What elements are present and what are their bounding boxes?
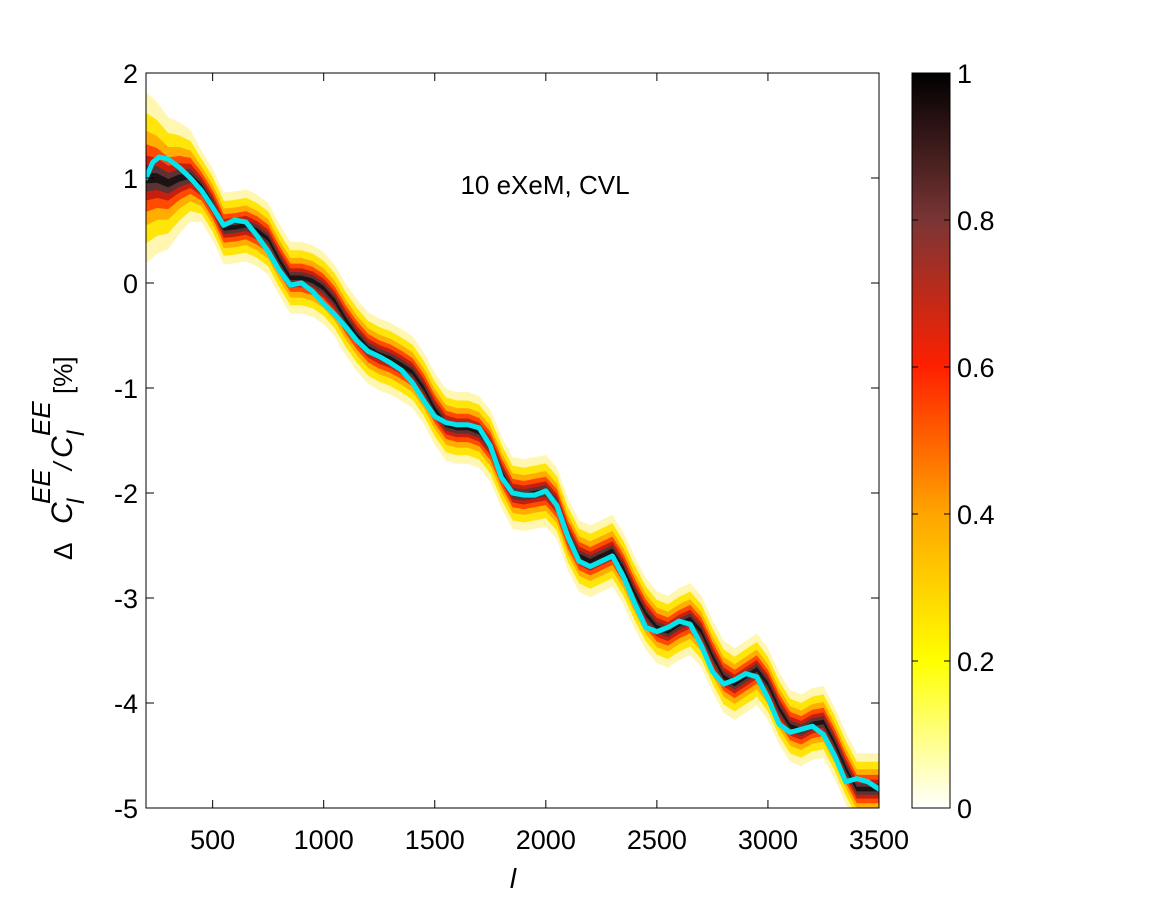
y-label-c2-sub: l bbox=[63, 430, 90, 436]
series-line-0 bbox=[146, 154, 879, 792]
series-lines bbox=[146, 154, 879, 792]
y-tick-label: 2 bbox=[123, 59, 138, 89]
y-tick-label: 1 bbox=[123, 164, 138, 194]
plot-frame bbox=[145, 72, 880, 809]
y-label-delta: Δ bbox=[48, 543, 78, 560]
colorbar-tick-label: 0.6 bbox=[957, 353, 995, 383]
y-axis-label: Δ C l EE / C l EE [%] bbox=[26, 356, 90, 560]
y-label-c2: C bbox=[46, 436, 79, 458]
y-tick-label: 0 bbox=[123, 269, 138, 299]
y-label-slash: / bbox=[48, 460, 78, 472]
y-label-c1-sup: EE bbox=[26, 469, 56, 504]
colorbar-tick-label: 0.4 bbox=[957, 500, 995, 530]
x-tick-label: 2500 bbox=[627, 825, 687, 855]
y-label-c1-sub: l bbox=[63, 498, 90, 504]
x-axis-label: l bbox=[510, 863, 517, 894]
y-tick-label: -3 bbox=[114, 584, 138, 614]
colorbar bbox=[912, 73, 950, 808]
colorbar-tick-label: 0 bbox=[957, 794, 972, 824]
x-tick-label: 500 bbox=[190, 825, 235, 855]
colorbar-tick-label: 0.2 bbox=[957, 647, 995, 677]
x-tick-label: 2000 bbox=[516, 825, 576, 855]
y-label-unit: [%] bbox=[48, 356, 78, 394]
x-tick-label: 1000 bbox=[294, 825, 354, 855]
chart-annotation: 10 eXeM, CVL bbox=[460, 170, 629, 200]
colorbar-tick-label: 1 bbox=[957, 59, 972, 89]
y-tick-label: -5 bbox=[114, 794, 138, 824]
y-tick-label: -4 bbox=[114, 689, 138, 719]
x-tick-label: 3500 bbox=[849, 825, 909, 855]
y-tick-label: -2 bbox=[114, 479, 138, 509]
axes: 500 1000 1500 2000 2500 3000 3500 -5 -4 -3 -2 -1 0 1 2 bbox=[114, 59, 909, 855]
y-label-c1: C bbox=[46, 502, 79, 524]
x-tick-label: 1500 bbox=[405, 825, 465, 855]
y-tick-label: -1 bbox=[114, 374, 138, 404]
colorbar-tick-label: 0.8 bbox=[957, 206, 995, 236]
colorbar-frame bbox=[911, 72, 951, 809]
x-tick-label: 3000 bbox=[738, 825, 798, 855]
band-layer-5 bbox=[146, 164, 879, 795]
colorbar-axis: 0 0.2 0.4 0.6 0.8 1 bbox=[912, 59, 995, 824]
y-label-c2-sup: EE bbox=[26, 401, 56, 436]
